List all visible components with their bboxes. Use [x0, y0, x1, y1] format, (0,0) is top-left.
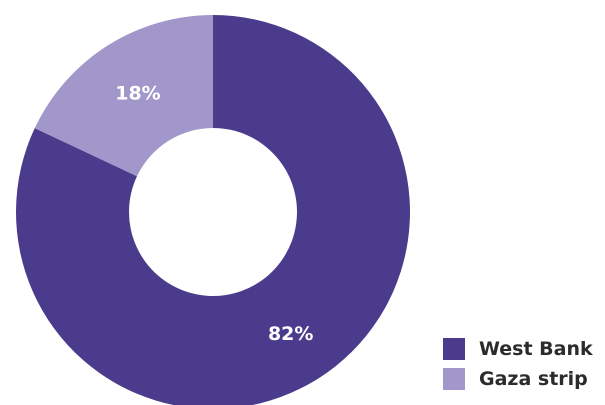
slice-label-gaza-strip: 18%: [115, 82, 160, 104]
slice-west-bank: [16, 15, 410, 405]
legend-item-gaza-strip: Gaza strip: [443, 364, 593, 394]
slice-labels-group: 82% 18%: [115, 82, 313, 345]
legend-swatch-gaza-strip: [443, 368, 465, 390]
legend-label-gaza-strip: Gaza strip: [479, 368, 588, 390]
slice-gaza-strip: [34, 15, 213, 177]
legend-swatch-west-bank: [443, 338, 465, 360]
legend-label-west-bank: West Bank: [479, 338, 593, 360]
legend-item-west-bank: West Bank: [443, 334, 593, 364]
legend: West Bank Gaza strip: [443, 334, 593, 394]
slice-label-west-bank: 82%: [268, 323, 313, 345]
slices-group: [16, 15, 410, 405]
